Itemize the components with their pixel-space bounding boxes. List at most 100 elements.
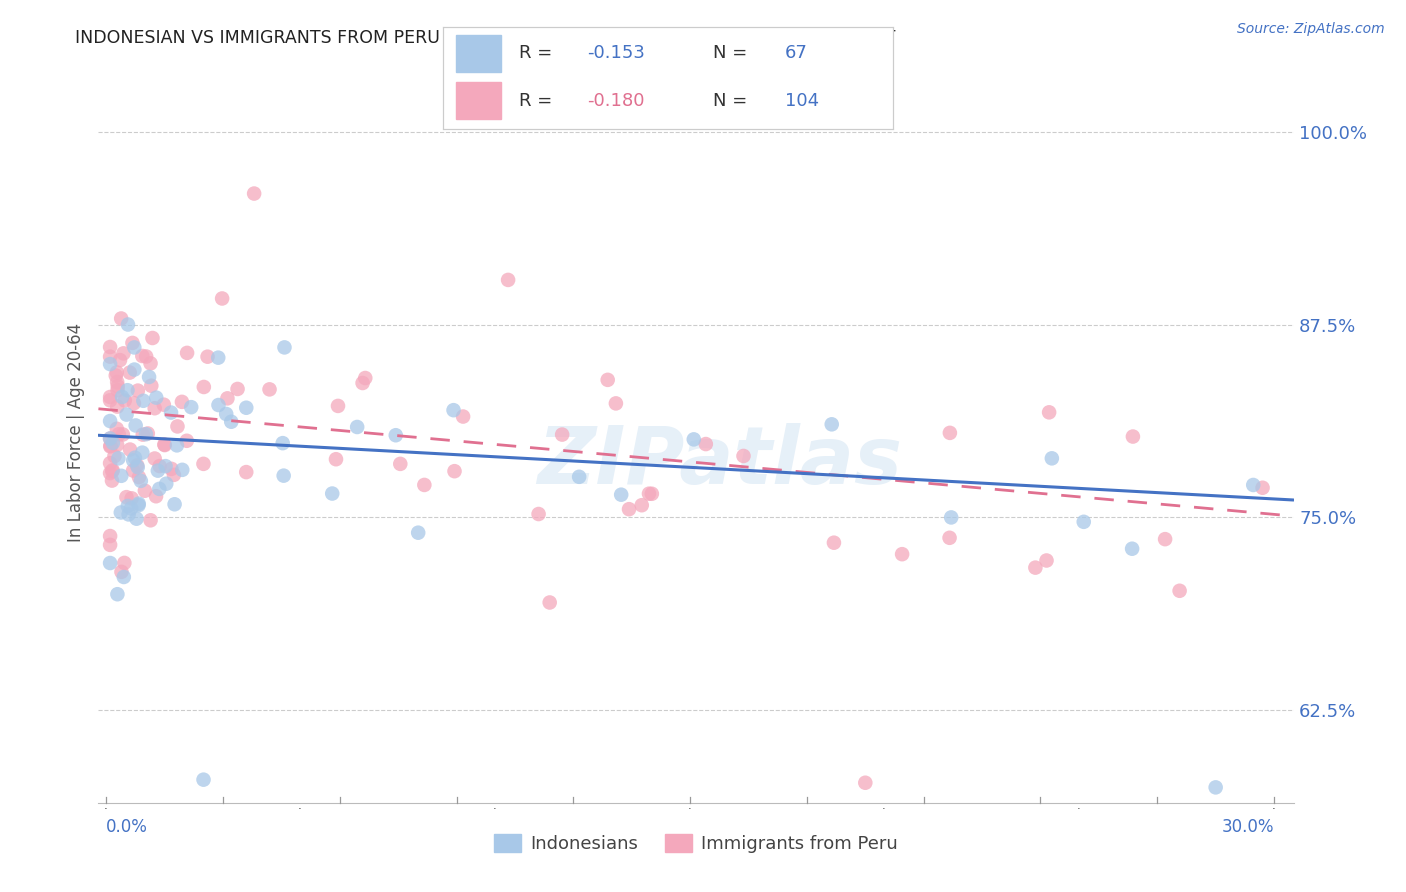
Point: [115, 490, 138, 504]
Point: [155, 476, 177, 491]
Point: [1035, 553, 1057, 567]
Point: [98, 350, 121, 364]
Point: [101, 436, 124, 450]
Point: [112, 556, 135, 570]
Point: [443, 464, 465, 478]
Point: [131, 445, 153, 459]
Point: [124, 450, 146, 465]
Point: [148, 482, 170, 496]
Point: [121, 335, 143, 350]
Point: [346, 420, 368, 434]
Point: [107, 383, 129, 397]
Point: [110, 468, 132, 483]
Point: [143, 401, 166, 416]
Point: [451, 409, 474, 424]
Point: [170, 395, 193, 409]
Point: [98, 538, 121, 552]
Point: [110, 565, 132, 579]
Point: [638, 486, 661, 500]
Point: [105, 365, 128, 379]
Point: [129, 474, 152, 488]
Point: [128, 470, 150, 484]
Point: [197, 350, 219, 364]
Point: [1122, 429, 1144, 443]
Text: INDONESIAN VS IMMIGRANTS FROM PERU IN LABOR FORCE | AGE 20-64 CORRELATION CHART: INDONESIAN VS IMMIGRANTS FROM PERU IN LA…: [75, 29, 894, 47]
Point: [1073, 515, 1095, 529]
Point: [682, 433, 704, 447]
Point: [271, 436, 294, 450]
Point: [155, 459, 177, 474]
Point: [98, 390, 121, 404]
Point: [110, 506, 132, 520]
Point: [821, 417, 844, 432]
Text: R =: R =: [519, 92, 558, 110]
Point: [443, 403, 465, 417]
Point: [98, 529, 121, 543]
Point: [610, 488, 633, 502]
Point: [153, 437, 176, 451]
Point: [105, 438, 128, 452]
Point: [413, 478, 436, 492]
Point: [120, 442, 142, 457]
Point: [136, 426, 159, 441]
Point: [98, 432, 121, 446]
Point: [139, 513, 162, 527]
Point: [235, 401, 257, 415]
Point: [132, 393, 155, 408]
Point: [121, 491, 143, 506]
Point: [98, 432, 121, 446]
Legend: Indonesians, Immigrants from Peru: Indonesians, Immigrants from Peru: [486, 827, 905, 861]
Point: [101, 474, 124, 488]
Point: [114, 393, 136, 408]
Point: [127, 458, 149, 473]
Point: [326, 399, 349, 413]
Point: [1251, 481, 1274, 495]
Point: [193, 772, 215, 787]
Bar: [457, 35, 502, 72]
Point: [117, 508, 139, 522]
Point: [146, 464, 169, 478]
Point: [354, 371, 377, 385]
Point: [117, 318, 139, 332]
Point: [98, 357, 121, 371]
Point: [131, 349, 153, 363]
Point: [596, 373, 619, 387]
Bar: [457, 82, 502, 119]
Point: [325, 452, 347, 467]
Point: [273, 340, 295, 354]
Point: [107, 379, 129, 393]
Text: ZIPatlas: ZIPatlas: [537, 423, 903, 501]
Point: [193, 380, 215, 394]
Point: [105, 375, 128, 389]
Point: [641, 487, 664, 501]
Point: [1205, 780, 1227, 795]
Point: [163, 467, 186, 482]
Point: [384, 428, 406, 442]
Text: 104: 104: [785, 92, 818, 110]
Point: [568, 470, 591, 484]
Point: [101, 464, 124, 478]
Point: [939, 425, 962, 440]
Point: [112, 570, 135, 584]
Text: 0.0%: 0.0%: [107, 818, 148, 836]
Point: [112, 346, 135, 360]
Point: [105, 422, 128, 436]
Point: [1168, 583, 1191, 598]
Point: [941, 510, 963, 524]
Point: [538, 595, 561, 609]
Point: [259, 383, 281, 397]
Point: [98, 556, 121, 570]
Point: [153, 438, 176, 452]
Point: [124, 418, 146, 433]
Point: [139, 356, 162, 370]
Point: [1040, 451, 1063, 466]
Point: [215, 407, 238, 421]
Point: [141, 378, 163, 392]
Point: [128, 497, 150, 511]
Text: 67: 67: [785, 45, 807, 62]
Text: -0.153: -0.153: [586, 45, 645, 62]
Point: [193, 457, 215, 471]
Point: [127, 460, 149, 475]
Point: [617, 502, 640, 516]
Point: [176, 346, 198, 360]
